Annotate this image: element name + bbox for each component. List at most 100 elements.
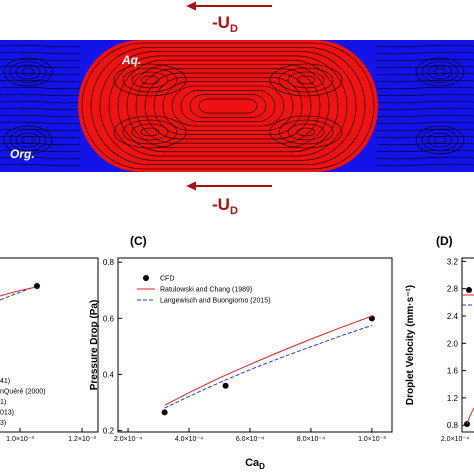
streamline — [375, 86, 474, 90]
droplet-vortex — [122, 67, 178, 93]
plot-area — [161, 315, 375, 416]
vortex — [3, 57, 53, 87]
legend-symbol — [143, 275, 149, 281]
x-axis-label: CaD — [245, 457, 265, 471]
droplet-streamline — [99, 51, 357, 161]
legend-label: CFD — [160, 276, 174, 283]
streamline — [0, 86, 81, 90]
streamlines — [0, 40, 474, 172]
streamline — [375, 149, 474, 153]
x-tick-label: 1.0×10⁻³ — [358, 436, 386, 443]
y-axis-label: Pressure Drop (Pa) — [89, 300, 100, 391]
streamline — [0, 128, 81, 132]
y-axis-label: Droplet Velocity (mm·s⁻¹) — [405, 285, 416, 405]
plot-frame — [117, 257, 393, 433]
legend-fragment: 3) — [0, 420, 6, 427]
droplet-vortex — [269, 115, 343, 149]
streamline — [375, 58, 474, 62]
streamline — [0, 51, 81, 55]
x-tick-label: 6.0×10⁻⁴ — [236, 436, 264, 443]
streamline — [0, 121, 81, 125]
droplet-streamline — [198, 98, 258, 114]
vortex — [15, 64, 41, 80]
droplet-streamline — [81, 42, 375, 170]
legend-label: Langewisch and Buongiorno (2015) — [160, 298, 271, 305]
x-tick-label: 4.0×10⁻⁴ — [175, 436, 203, 443]
vortex — [3, 125, 53, 155]
vortex — [427, 64, 453, 80]
x-tick-label: 1.0×10⁻³ — [6, 436, 34, 443]
droplet-streamline — [126, 64, 330, 148]
streamline — [0, 135, 81, 139]
streamline — [375, 51, 474, 55]
velocity-label: -UD — [212, 13, 238, 35]
vortex — [415, 125, 465, 155]
panel-b: 1.0×10⁻³ 1.2×10⁻³ 41) nQuéré (2000) 1) 013) 3) — [0, 257, 99, 443]
y-tick-label: 0.8 — [103, 258, 115, 267]
droplet-streamline — [135, 68, 321, 144]
streamline — [375, 93, 474, 97]
droplet-streamline — [171, 85, 285, 127]
x-tick-label: 8.0×10⁻⁴ — [297, 436, 325, 443]
panel-label: (C) — [130, 234, 147, 248]
x-tick-label: 1.2×10⁻³ — [68, 436, 96, 443]
vortex — [433, 136, 447, 144]
legend-fragment: 41) — [0, 378, 10, 385]
legend-fragment: 013) — [0, 410, 14, 417]
vortex — [415, 57, 465, 87]
droplet-streamline — [117, 59, 339, 153]
droplet-streamline — [162, 81, 294, 131]
panel-d: (D) Droplet Velocity (mm·s⁻¹) 2.0×10⁻⁴ 0… — [405, 234, 474, 443]
organic-label: Org. — [10, 147, 35, 161]
y-tick-label: 2.0 — [447, 339, 459, 348]
y-tick-label: 1.2 — [447, 394, 459, 403]
y-tick-label: 2.8 — [447, 285, 459, 294]
vortex — [427, 132, 453, 148]
series-line — [164, 324, 373, 409]
streamline — [0, 107, 81, 111]
streamline — [0, 44, 81, 48]
droplet-streamline — [90, 46, 366, 166]
flow-arrow-bottom: -UD — [186, 181, 272, 217]
streamline — [375, 128, 474, 132]
flow-arrow-top: -UD — [186, 1, 272, 35]
droplet-streamline — [180, 90, 276, 123]
droplet-streamline — [108, 55, 348, 157]
legend-fragment: nQuéré (2000) — [0, 389, 46, 396]
legend-label: Ratulowski and Chang (1989) — [160, 287, 252, 294]
data-point — [222, 382, 229, 389]
y-tick-label: 0.6 — [103, 314, 115, 323]
droplet-vortex — [113, 115, 187, 149]
droplet-vortex — [296, 75, 316, 85]
vortex — [9, 61, 47, 83]
droplet — [78, 40, 378, 172]
y-tick-label: 0.4 — [103, 370, 115, 379]
y-tick-label: 2.4 — [447, 312, 459, 321]
x-tick-label: 2.0×10⁻⁴ — [441, 436, 469, 443]
droplet-streamline — [144, 72, 312, 140]
streamline — [0, 58, 81, 62]
droplet-vortex — [269, 63, 343, 97]
streamline — [0, 93, 81, 97]
legend-fragment: 1) — [0, 399, 6, 406]
streamline — [0, 72, 81, 76]
droplet-streamline — [153, 77, 303, 135]
y-tick-label: 1.6 — [447, 367, 459, 376]
vortex — [421, 129, 459, 151]
droplet-vortex — [296, 127, 316, 137]
velocity-label: -UD — [212, 195, 238, 217]
vortex — [21, 136, 35, 144]
streamline — [0, 114, 81, 118]
droplet-vortex — [287, 71, 325, 89]
vortex — [433, 68, 447, 76]
droplet-vortex — [122, 119, 178, 145]
streamline — [375, 135, 474, 139]
y-tick-label: 0.2 — [103, 427, 115, 436]
droplet-streamline — [189, 94, 267, 118]
data-point — [161, 409, 168, 416]
panel-c: (C) Pressure Drop (Pa) CaD 0.2 0.4 0.6 0.8 2… — [89, 234, 393, 471]
panel-label: (D) — [436, 234, 453, 248]
y-tick-label: 0.8 — [447, 421, 459, 430]
droplet-vortex — [278, 67, 334, 93]
